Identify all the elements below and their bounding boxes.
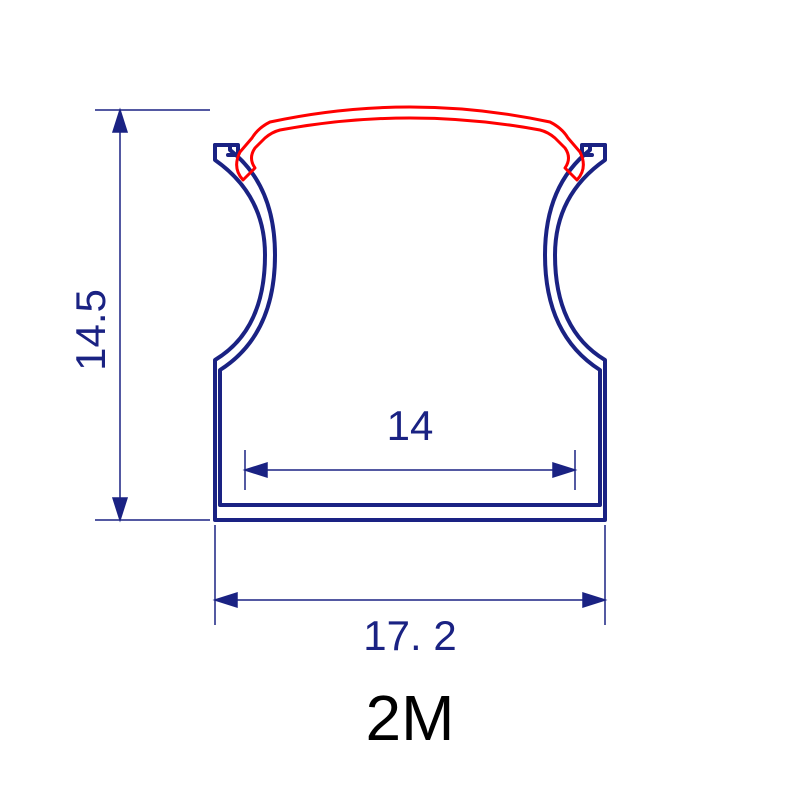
dim-height-value: 14.5 bbox=[67, 289, 114, 371]
cover-clip bbox=[237, 107, 584, 180]
dimension-outer-width: 17. 2 bbox=[215, 525, 605, 659]
dimension-height: 14.5 bbox=[67, 110, 210, 520]
product-label: 2M bbox=[366, 682, 455, 754]
dim-inner-width-value: 14 bbox=[387, 402, 434, 449]
technical-drawing: 14.5 17. 2 14 2M bbox=[0, 0, 800, 800]
dim-outer-width-value: 17. 2 bbox=[363, 612, 456, 659]
dimension-inner-width: 14 bbox=[245, 402, 575, 490]
profile-body bbox=[215, 145, 605, 520]
diagram-svg: 14.5 17. 2 14 2M bbox=[0, 0, 800, 800]
